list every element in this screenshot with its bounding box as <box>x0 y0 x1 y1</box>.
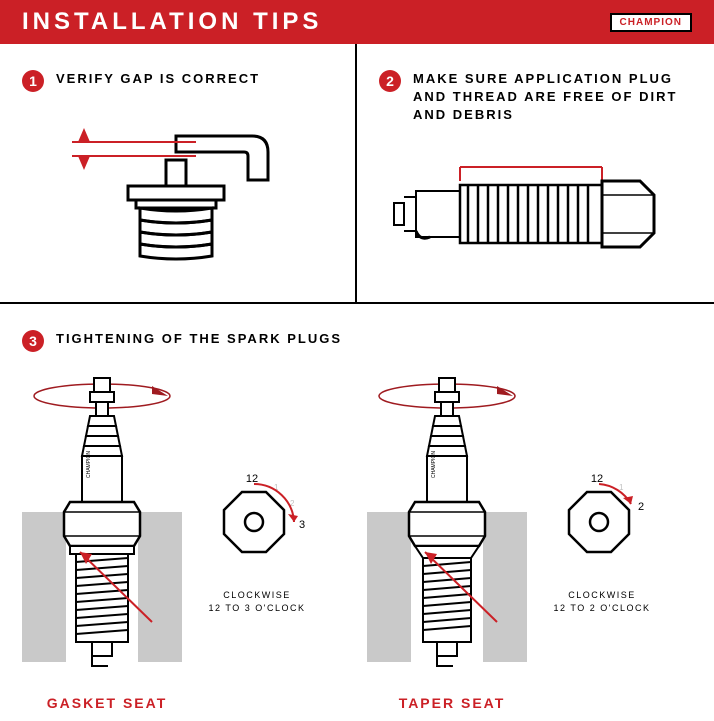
svg-text:2: 2 <box>638 501 644 513</box>
page-title: INSTALLATION TIPS <box>22 8 322 36</box>
step-2-num: 2 <box>379 70 401 92</box>
taper-clock-text: CLOCKWISE 12 TO 2 O'CLOCK <box>547 589 657 616</box>
step-1-head: 1 Verify gap is correct <box>22 70 333 92</box>
top-row: 1 Verify gap is correct <box>0 44 714 304</box>
gasket-seat-block: CHAMPION <box>22 372 347 711</box>
brand-name: CHAMPION <box>620 17 682 28</box>
gasket-clock-text: CLOCKWISE 12 TO 3 O'CLOCK <box>202 589 312 616</box>
step-3-text: Tightening of the spark plugs <box>56 330 342 348</box>
step-2-head: 2 Make sure application plug and thread … <box>379 70 692 125</box>
step-1-text: Verify gap is correct <box>56 70 260 88</box>
gasket-plug-diagram: CHAMPION <box>22 372 192 711</box>
step-2-illustration <box>379 141 692 296</box>
svg-text:CHAMPION: CHAMPION <box>431 451 437 478</box>
svg-text:12: 12 <box>591 473 603 485</box>
step-2-text: Make sure application plug and thread ar… <box>413 70 692 125</box>
taper-seat-block: CHAMPION <box>367 372 692 711</box>
svg-text:CHAMPION: CHAMPION <box>86 451 92 478</box>
taper-plug-diagram: CHAMPION <box>367 372 537 711</box>
taper-seat-label: TAPER SEAT <box>367 695 537 711</box>
panel-step-3: 3 Tightening of the spark plugs <box>0 304 714 721</box>
brand-badge: CHAMPION <box>610 13 692 32</box>
dial-3-label: 3 <box>299 519 305 531</box>
tightening-row: CHAMPION <box>22 372 692 711</box>
panel-step-1: 1 Verify gap is correct <box>0 44 357 302</box>
gasket-seat-label: GASKET SEAT <box>22 695 192 711</box>
step-3-num: 3 <box>22 330 44 352</box>
taper-clock-dial: 12 2 1 CLOCKWISE 12 TO 2 O'CLOCK <box>547 468 657 616</box>
header-bar: INSTALLATION TIPS CHAMPION <box>0 0 714 44</box>
step-3-head: 3 Tightening of the spark plugs <box>22 330 692 352</box>
panel-step-2: 2 Make sure application plug and thread … <box>357 44 714 302</box>
step-1-num: 1 <box>22 70 44 92</box>
gasket-clock-dial: 12 3 1 2 CLOCKWISE 12 TO 3 O'CLOCK <box>202 468 312 616</box>
step-1-illustration <box>22 108 333 283</box>
